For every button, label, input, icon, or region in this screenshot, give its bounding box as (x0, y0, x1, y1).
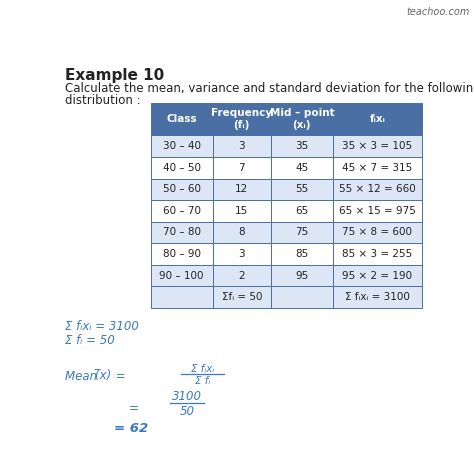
Bar (333, 179, 422, 200)
Text: 50 – 60: 50 – 60 (163, 184, 201, 194)
Text: Example 10: Example 10 (65, 68, 164, 82)
Bar (271, 200, 333, 222)
Text: Mid – point
(xᵢ): Mid – point (xᵢ) (270, 109, 334, 130)
Bar (213, 136, 271, 157)
Bar (271, 243, 333, 265)
Text: 7: 7 (238, 163, 245, 173)
Bar (333, 157, 422, 179)
Text: 35: 35 (295, 141, 309, 151)
Text: 65 × 15 = 975: 65 × 15 = 975 (339, 206, 416, 216)
Bar (271, 265, 333, 286)
Text: Calculate the mean, variance and standard deviation for the following: Calculate the mean, variance and standar… (65, 82, 474, 94)
Bar (151, 103, 213, 136)
Bar (271, 157, 333, 179)
Text: 45: 45 (295, 163, 309, 173)
Text: 75: 75 (295, 228, 309, 237)
Bar (271, 222, 333, 243)
Text: Mean: Mean (65, 370, 101, 383)
Bar (213, 179, 271, 200)
Text: 3: 3 (238, 141, 245, 151)
Text: 55 × 12 = 660: 55 × 12 = 660 (339, 184, 416, 194)
Text: 2: 2 (238, 271, 245, 281)
Bar (213, 286, 271, 308)
Text: Σ fᵢ = 50: Σ fᵢ = 50 (65, 334, 115, 347)
Text: Class: Class (166, 114, 197, 124)
Text: 95 × 2 = 190: 95 × 2 = 190 (342, 271, 412, 281)
Text: =: = (129, 402, 139, 415)
Text: 95: 95 (295, 271, 309, 281)
Text: 3: 3 (238, 249, 245, 259)
Bar (151, 222, 213, 243)
Text: 12: 12 (235, 184, 248, 194)
Bar (333, 243, 422, 265)
Text: 65: 65 (295, 206, 309, 216)
Text: (̅x): (̅x) (95, 370, 111, 383)
Text: Σ fᵢxᵢ = 3100: Σ fᵢxᵢ = 3100 (345, 292, 410, 302)
Text: 50: 50 (180, 405, 195, 418)
Text: 60 – 70: 60 – 70 (163, 206, 201, 216)
Bar (151, 157, 213, 179)
Bar (333, 136, 422, 157)
Text: teachoo.com: teachoo.com (406, 7, 469, 17)
Text: Σ fᵢxᵢ = 3100: Σ fᵢxᵢ = 3100 (65, 320, 139, 333)
Bar (213, 157, 271, 179)
Text: =: = (112, 370, 126, 383)
Bar (271, 103, 333, 136)
Text: 70 – 80: 70 – 80 (163, 228, 201, 237)
Text: 80 – 90: 80 – 90 (163, 249, 201, 259)
Text: Σ fᵢxᵢ: Σ fᵢxᵢ (191, 364, 214, 374)
Bar (151, 200, 213, 222)
Text: 3100: 3100 (172, 391, 202, 403)
Text: 85 × 3 = 255: 85 × 3 = 255 (342, 249, 412, 259)
Text: 8: 8 (238, 228, 245, 237)
Text: 85: 85 (295, 249, 309, 259)
Text: 30 – 40: 30 – 40 (163, 141, 201, 151)
Bar (333, 265, 422, 286)
Bar (151, 243, 213, 265)
Text: distribution :: distribution : (65, 94, 141, 107)
Text: = 62: = 62 (113, 422, 148, 435)
Text: 40 – 50: 40 – 50 (163, 163, 201, 173)
Text: 55: 55 (295, 184, 309, 194)
Bar (151, 136, 213, 157)
Text: 45 × 7 = 315: 45 × 7 = 315 (342, 163, 412, 173)
Bar (213, 103, 271, 136)
Text: Frequency
(fᵢ): Frequency (fᵢ) (211, 109, 273, 130)
Bar (333, 200, 422, 222)
Bar (333, 103, 422, 136)
Text: 90 – 100: 90 – 100 (159, 271, 204, 281)
Bar (333, 286, 422, 308)
Bar (213, 243, 271, 265)
Bar (151, 265, 213, 286)
Bar (271, 286, 333, 308)
Text: Σfᵢ = 50: Σfᵢ = 50 (221, 292, 262, 302)
Text: 75 × 8 = 600: 75 × 8 = 600 (342, 228, 412, 237)
Text: 35 × 3 = 105: 35 × 3 = 105 (342, 141, 412, 151)
Bar (271, 179, 333, 200)
Bar (151, 179, 213, 200)
Bar (213, 222, 271, 243)
Bar (213, 200, 271, 222)
Bar (333, 222, 422, 243)
Text: Σ fᵢ: Σ fᵢ (195, 376, 210, 386)
Bar (271, 136, 333, 157)
Bar (213, 265, 271, 286)
Text: 15: 15 (235, 206, 248, 216)
Bar (151, 286, 213, 308)
Text: fᵢxᵢ: fᵢxᵢ (369, 114, 385, 124)
